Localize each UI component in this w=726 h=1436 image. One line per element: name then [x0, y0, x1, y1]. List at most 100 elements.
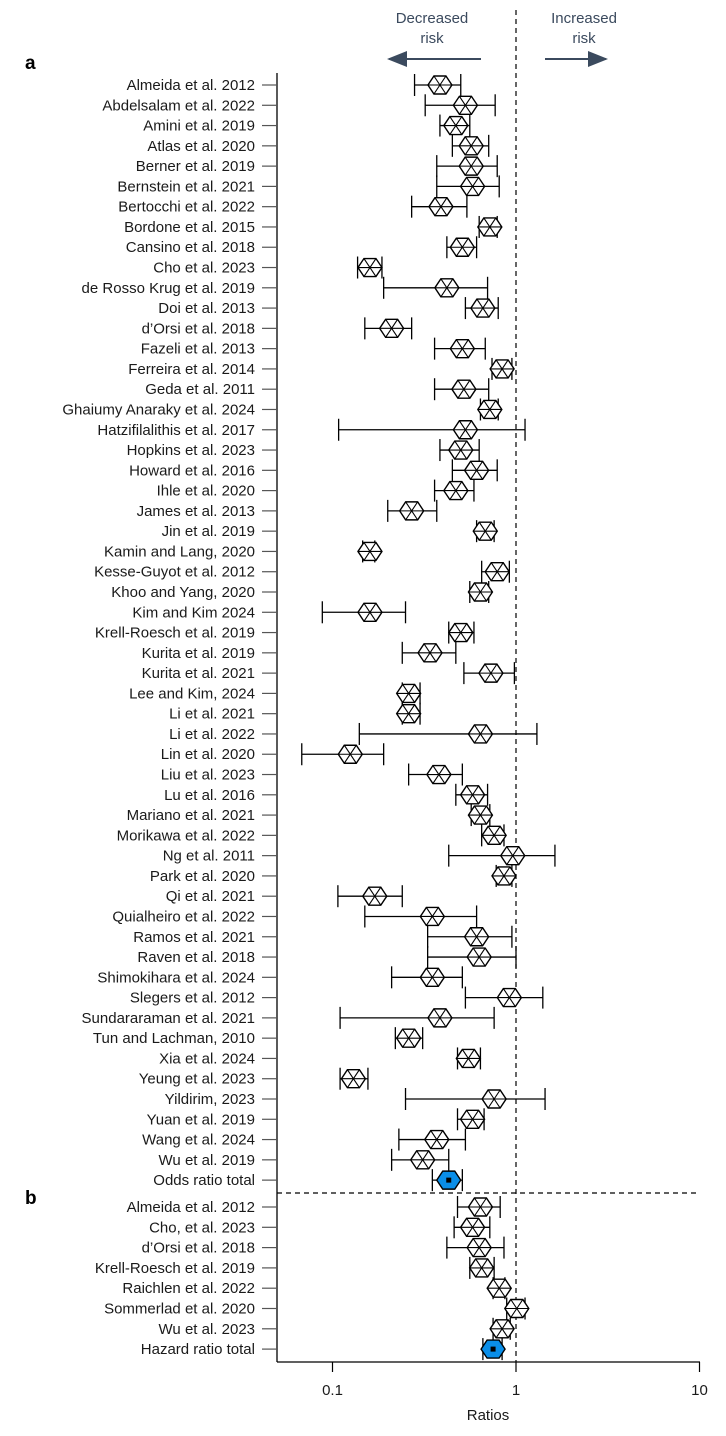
study-row: Liu et al. 2023 [161, 763, 463, 786]
study-label: Lin et al. 2020 [161, 746, 255, 763]
study-row: Hatzifilalithis et al. 2017 [97, 418, 526, 441]
study-row: Fazeli et al. 2013 [141, 337, 486, 360]
marker-spoke [458, 420, 472, 440]
study-row: Kurita et al. 2021 [142, 662, 516, 685]
study-label: Bernstein et al. 2021 [117, 178, 255, 195]
study-label: Kurita et al. 2021 [142, 665, 255, 682]
increased-risk-label-line2: risk [572, 30, 596, 47]
study-label: Yuan et al. 2019 [147, 1111, 255, 1128]
study-row: Wang et al. 2024 [142, 1128, 467, 1151]
study-row: Jin et al. 2019 [162, 520, 499, 543]
rows: Almeida et al. 2012 Abdelsalam et al. 202… [62, 74, 556, 1361]
marker-spoke [423, 643, 437, 663]
marker-spoke [432, 765, 446, 784]
x-tick-label: 1 [512, 1382, 520, 1399]
marker-spoke [466, 785, 480, 805]
study-row: d’Orsi et al. 2018 [142, 317, 413, 340]
marker-spoke [430, 1130, 444, 1149]
total-row: Odds ratio total [153, 1169, 463, 1192]
marker-spoke [464, 156, 478, 176]
x-axis-label: Ratios [467, 1407, 510, 1424]
study-label: Odds ratio total [153, 1172, 255, 1189]
study-row: Ramos et al. 2021 [133, 925, 513, 948]
decreased-risk-label-line1: Decreased [396, 10, 469, 27]
marker-spoke [487, 826, 501, 845]
study-label: Howard et al. 2016 [129, 462, 255, 479]
marker-spoke [473, 805, 487, 825]
study-row: Almeida et al. 2012 [127, 1196, 501, 1218]
study-label: Atlas et al. 2020 [147, 138, 255, 155]
study-row: Mariano et al. 2021 [127, 804, 494, 827]
study-label: Khoo and Yang, 2020 [111, 584, 255, 601]
study-label: Hatzifilalithis et al. 2017 [97, 422, 255, 439]
study-row: Yeung et al. 2023 [139, 1067, 369, 1090]
study-label: Kesse-Guyot et al. 2012 [94, 564, 255, 581]
study-row: Hopkins et al. 2023 [127, 439, 480, 462]
marker-spoke [495, 1319, 509, 1339]
study-row: Kim and Kim 2024 [132, 601, 407, 624]
increased-risk-label-line1: Increased [551, 10, 617, 27]
study-row: Cansino et al. 2018 [126, 236, 478, 259]
marker-spoke [363, 258, 377, 277]
marker-spoke [476, 298, 490, 318]
marker-spoke [433, 1008, 447, 1028]
marker-spoke [502, 988, 516, 1007]
study-row: Lin et al. 2020 [161, 743, 385, 766]
marker-spoke [466, 1109, 480, 1129]
study-label: Ihle et al. 2020 [157, 483, 255, 500]
study-row: Sundararaman et al. 2021 [82, 1006, 495, 1029]
study-label: Abdelsalam et al. 2022 [102, 97, 255, 114]
study-row: Ng et al. 2011 [163, 844, 556, 867]
study-label: James et al. 2013 [137, 503, 255, 520]
marker-spoke [510, 1299, 524, 1318]
study-label: Geda et al. 2011 [145, 381, 255, 398]
study-row: Shimokihara et al. 2024 [97, 966, 463, 989]
marker-spoke [473, 1197, 487, 1217]
study-row: Tun and Lachman, 2010 [93, 1027, 424, 1050]
study-row: Abdelsalam et al. 2022 [102, 94, 496, 117]
study-label: Lee and Kim, 2024 [129, 685, 255, 702]
study-label: Krell-Roesch et al. 2019 [95, 1260, 255, 1277]
risk-header: Decreased risk Increased risk [387, 10, 617, 67]
marker-spoke [490, 562, 504, 582]
total-center-mark [446, 1177, 452, 1183]
study-label: Bordone et al. 2015 [124, 219, 255, 236]
marker-spoke [464, 136, 478, 156]
study-row: Slegers et al. 2012 [130, 986, 544, 1009]
marker-spoke [455, 237, 469, 257]
study-row: Kurita et al. 2019 [142, 641, 457, 664]
marker-spoke [440, 278, 454, 298]
study-label: Wang et al. 2024 [142, 1132, 255, 1149]
study-label: Sundararaman et al. 2021 [82, 1010, 255, 1027]
decreased-risk-label-line2: risk [420, 30, 444, 47]
study-label: Yeung et al. 2023 [139, 1071, 255, 1088]
study-label: Berner et al. 2019 [136, 158, 255, 175]
study-row: Raichlen et al. 2022 [122, 1277, 513, 1300]
study-row: Bertocchi et al. 2022 [118, 195, 468, 218]
study-label: Li et al. 2022 [169, 726, 255, 743]
study-row: Khoo and Yang, 2020 [111, 581, 494, 603]
marker-spoke [346, 1069, 360, 1089]
marker-spoke [484, 663, 498, 683]
study-label: Wu et al. 2023 [159, 1321, 255, 1338]
study-label: Hopkins et al. 2023 [127, 442, 255, 459]
study-row: Ferreira et al. 2014 [128, 357, 515, 380]
total-row: Hazard ratio total [141, 1338, 506, 1361]
total-center-mark [490, 1346, 496, 1352]
study-row: Geda et al. 2011 [145, 378, 490, 401]
marker-spoke [455, 339, 469, 358]
study-label: Ramos et al. 2021 [133, 929, 255, 946]
study-label: Ferreira et al. 2014 [128, 361, 255, 378]
study-row: Krell-Roesch et al. 2019 [95, 621, 475, 644]
panel-label-a: a [25, 53, 36, 74]
marker-spoke [466, 1217, 480, 1237]
marker-spoke [472, 947, 486, 967]
marker-spoke [433, 75, 447, 95]
study-label: Lu et al. 2016 [164, 787, 255, 804]
study-label: Qi et al. 2021 [166, 888, 255, 905]
study-row: Cho et al. 2023 [153, 256, 383, 279]
study-label: Cansino et al. 2018 [126, 239, 255, 256]
study-label: Sommerlad et al. 2020 [104, 1301, 255, 1318]
marker-spoke [478, 521, 492, 541]
